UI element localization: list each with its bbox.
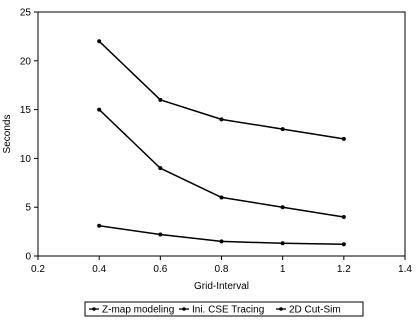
y-tick-label: 0 [25,252,31,263]
y-tick-label: 5 [25,203,31,214]
legend: Z-map modeling Ini. CSE Tracing 2D Cut-S… [84,301,364,317]
legend-marker [92,307,96,311]
legend-entry-2d-cut-sim: 2D Cut-Sim [276,305,341,316]
x-tick-label: 1.4 [398,264,412,275]
legend-label: Ini. CSE Tracing [192,305,264,316]
data-point [341,214,346,219]
y-tick-label: 20 [20,56,32,67]
series-line-0 [98,40,344,140]
y-tick-label: 25 [20,8,32,19]
plot-frame [37,11,406,257]
legend-marker [182,307,186,311]
y-axis-ticks: 0 5 10 15 20 25 [20,8,38,263]
x-axis-ticks: 0.2 0.4 0.6 0.8 1 1.2 1.4 [31,256,412,275]
data-point [341,242,346,247]
data-point [219,117,224,122]
legend-marker [279,307,283,311]
data-point [97,107,102,112]
legend-entry-ini-cse-tracing: Ini. CSE Tracing [179,305,264,316]
data-point [280,205,285,210]
data-point [280,127,285,132]
data-point [280,241,285,246]
data-point [219,239,224,244]
y-tick-label: 15 [20,105,32,116]
series-layer [97,39,346,247]
plot-area-border [37,11,406,257]
data-point [97,223,102,228]
y-axis-title: Seconds [2,115,13,154]
legend-box [84,301,364,317]
x-tick-label: 0.4 [92,264,106,275]
legend-label: Z-map modeling [102,305,174,316]
legend-label: 2D Cut-Sim [289,305,341,316]
x-tick-label: 0.2 [31,264,45,275]
legend-entry-z-map-modeling: Z-map modeling [89,305,174,316]
data-point [97,39,102,44]
data-point [158,97,163,102]
data-point [158,232,163,237]
data-point [341,136,346,141]
x-tick-label: 0.6 [153,264,167,275]
data-point [219,195,224,200]
x-tick-label: 1 [280,264,286,275]
x-tick-label: 0.8 [215,264,229,275]
data-point [158,166,163,171]
series-line-1 [98,109,344,218]
y-tick-label: 10 [20,154,32,165]
x-tick-label: 1.2 [337,264,351,275]
x-axis-title: Grid-Interval [194,281,249,292]
